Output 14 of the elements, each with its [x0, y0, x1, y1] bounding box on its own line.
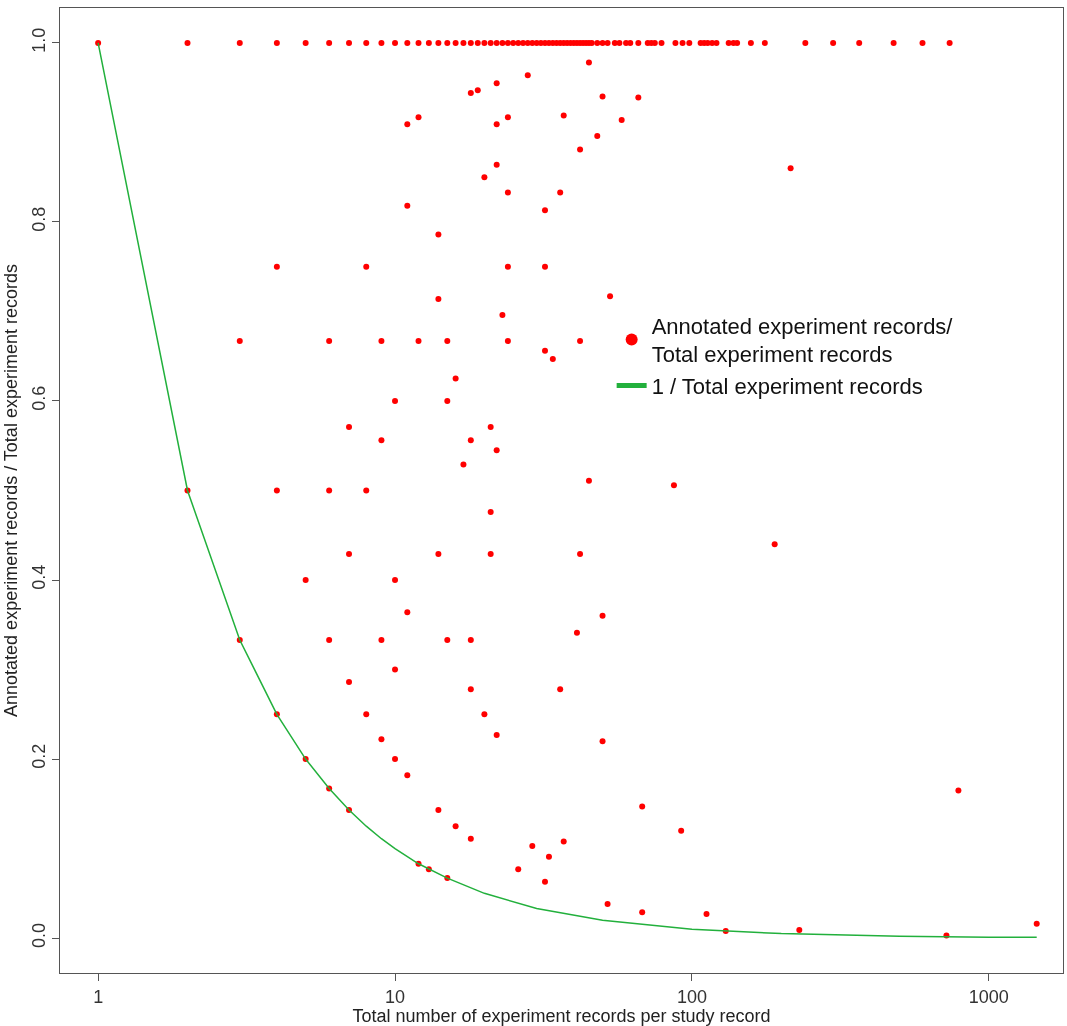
x-tick-label: 100	[676, 986, 707, 1007]
x-tick-label: 1	[93, 986, 104, 1007]
y-tick-label: 0.2	[28, 743, 49, 769]
x-axis-title: Total number of experiment records per study record	[352, 1006, 771, 1026]
y-tick-label: 0.4	[28, 564, 49, 590]
y-tick-label: 0.8	[28, 206, 49, 232]
y-tick-label: 1.0	[28, 27, 49, 53]
y-axis-title: Annotated experiment records / Total experiment records	[1, 264, 21, 717]
y-tick-label: 0.0	[28, 922, 49, 948]
legend-label: Annotated experiment records/ Total experiment records	[651, 313, 954, 368]
x-tick-label: 1000	[968, 986, 1009, 1007]
y-tick-label: 0.6	[28, 385, 49, 411]
x-tick-label: 10	[385, 986, 406, 1007]
legend-label: 1 / Total experiment records	[651, 373, 923, 399]
